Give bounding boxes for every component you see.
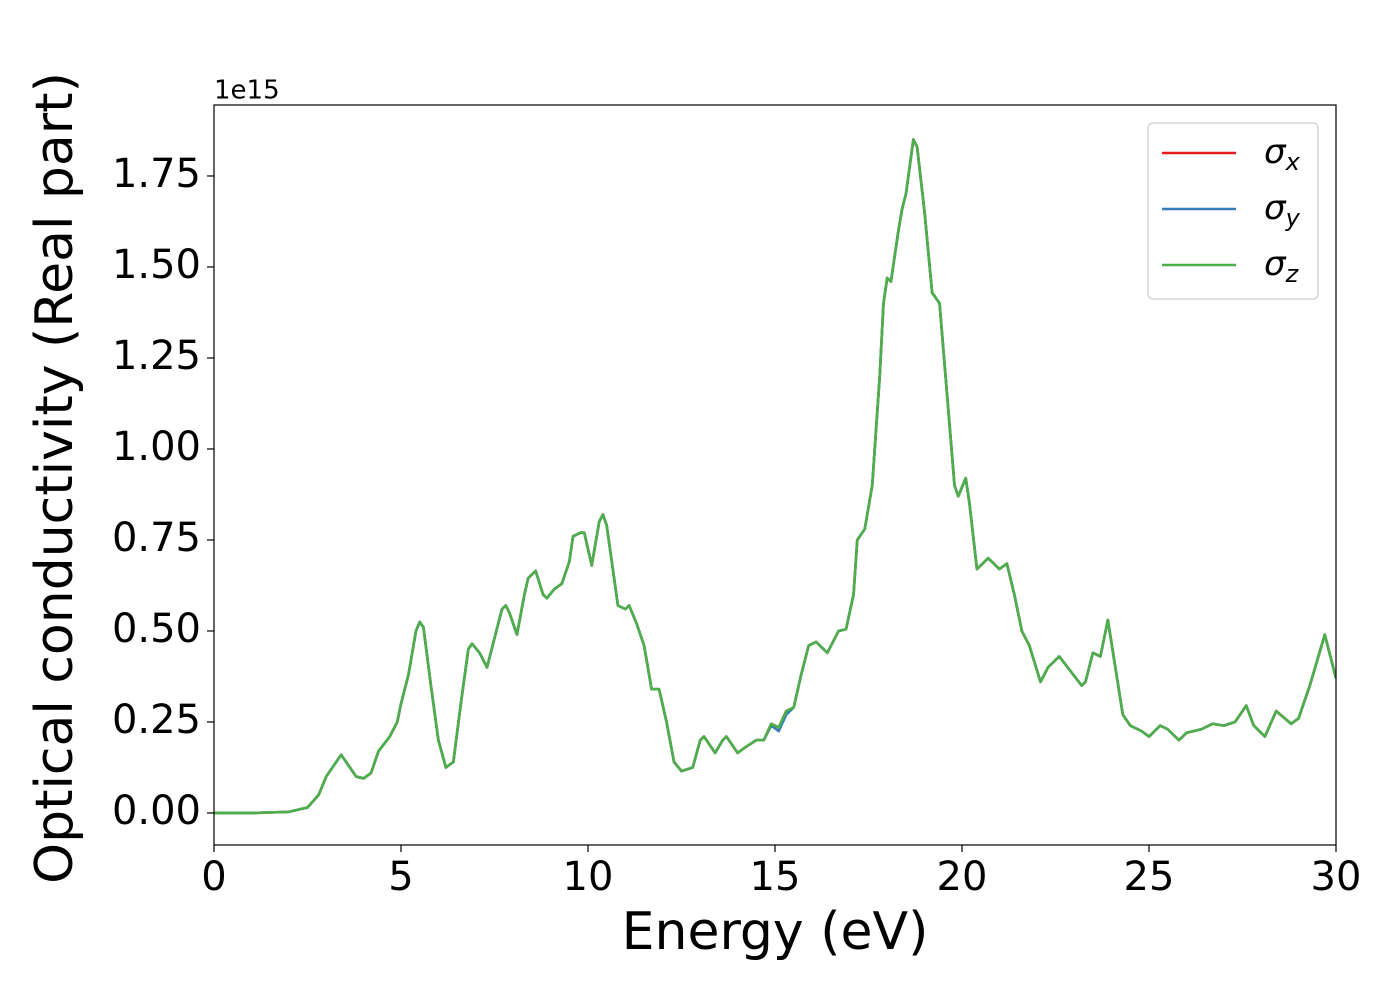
y-axis-label: Optical conductivity (Real part) (25, 72, 85, 884)
x-axis-label: Energy (eV) (622, 902, 929, 962)
x-tick-label: 0 (201, 854, 226, 900)
x-tick-label: 5 (388, 854, 413, 900)
y-tick-label: 1.75 (112, 151, 201, 197)
x-tick-label: 30 (1311, 854, 1362, 900)
legend-box (1147, 122, 1319, 300)
series-line (214, 138, 1336, 815)
legend-label: σz (1264, 244, 1300, 289)
x-tick-label: 15 (750, 854, 801, 900)
x-tick-label: 20 (937, 854, 988, 900)
x-tick-label: 25 (1124, 854, 1175, 900)
y-tick-label: 0.50 (112, 606, 201, 652)
legend-label: σy (1264, 188, 1301, 233)
legend-label: σx (1264, 132, 1301, 177)
y-tick-label: 1.00 (112, 424, 201, 470)
plot-frame (213, 104, 1337, 846)
y-tick-label: 1.25 (112, 333, 201, 379)
y-tick-label: 0.75 (112, 515, 201, 561)
y-tick-label: 1.50 (112, 242, 201, 288)
y-tick-label: 0.00 (112, 788, 201, 834)
x-tick-label: 10 (563, 854, 614, 900)
y-offset-label: 1e15 (214, 76, 280, 106)
y-tick-label: 0.25 (112, 697, 201, 743)
